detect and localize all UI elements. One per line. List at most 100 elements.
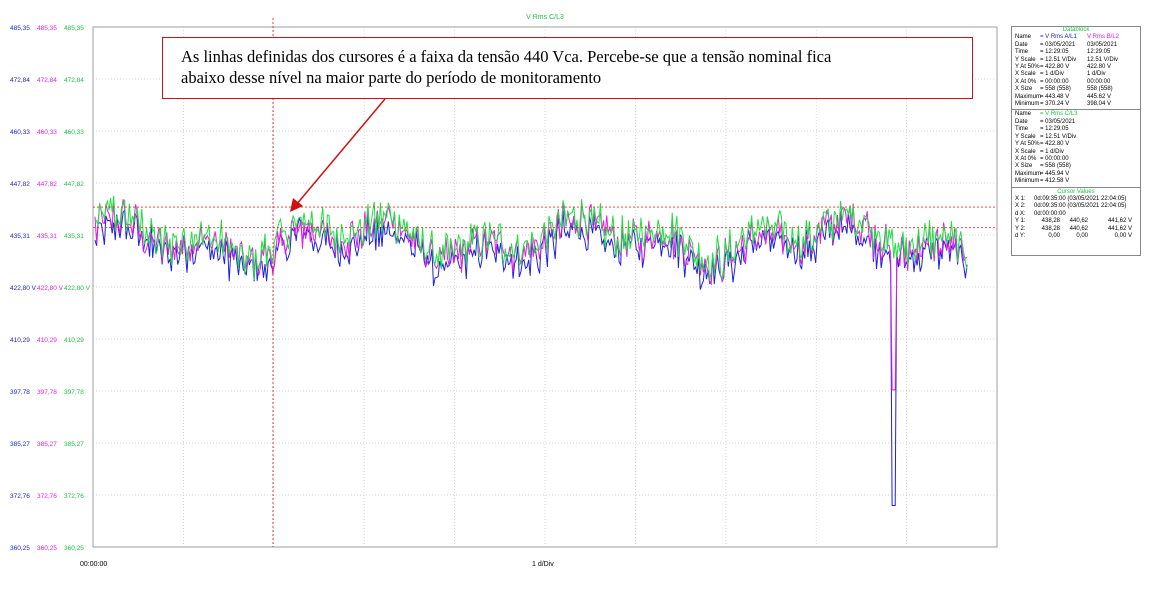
- y-tick-label: 447,82: [37, 181, 57, 188]
- y-tick-label: 485,35: [37, 25, 57, 32]
- y-tick-label: 360,25: [64, 545, 84, 552]
- datablock-row: Minimum = 412.58 V: [1012, 178, 1140, 185]
- datablock-cell: 03/05/2021: [1087, 41, 1118, 48]
- datablock-row: Y At 50% = 422.80 V 422.80 V: [1012, 64, 1140, 71]
- datablock-cell: = 1 d/Div: [1040, 148, 1064, 155]
- datablock-cell: = 558 (558): [1040, 86, 1071, 93]
- datablock-cell: X At 0%: [1015, 78, 1037, 85]
- y-tick-label: 360,25: [37, 545, 57, 552]
- datablock-cell: Y Scale: [1015, 56, 1036, 63]
- datablock-cell: = 12:29:05: [1040, 49, 1069, 56]
- datablock-row: Name = V Rms A/L1 V Rms B/L2: [1012, 34, 1140, 41]
- callout-line-1: As linhas definidas dos cursores é a fai…: [181, 47, 832, 66]
- chart-title: V Rms C/L3: [526, 14, 564, 21]
- y-tick-label: 397,78: [37, 389, 57, 396]
- datablock-panel: Datablock Name = V Rms A/L1 V Rms B/L2 Date…: [1011, 26, 1141, 256]
- datablock-row: Date = 03/05/2021 03/05/2021: [1012, 42, 1140, 49]
- chart-series: [94, 195, 968, 506]
- datablock-cell: = 443.48 V: [1040, 93, 1070, 100]
- datablock-row: X Scale = 1 d/Div 1 d/Div: [1012, 71, 1140, 78]
- datablock-cell: Date: [1015, 118, 1028, 125]
- datablock-cell: Maximum: [1015, 170, 1042, 177]
- y-tick-label: 372,76: [64, 493, 84, 500]
- datablock-cell: = 412.58 V: [1040, 178, 1070, 185]
- y-tick-label: 410,29: [64, 337, 84, 344]
- chart-grid: [92, 26, 998, 548]
- datablock-cell: = 12.51 V/Div: [1040, 56, 1077, 63]
- datablock-row: X At 0% = 00:00:00 00:00:00: [1012, 79, 1140, 86]
- datablock-cell: Time: [1015, 49, 1029, 56]
- y-tick-label: 460,33: [64, 129, 84, 136]
- datablock-cell: = V Rms C/L3: [1040, 111, 1078, 118]
- callout-line-2: abaixo desse nível na maior parte do per…: [181, 68, 602, 87]
- cursor-x1-row: X 1: 0d:09:35:00 (03/05/2021 22:04:05): [1015, 195, 1127, 202]
- y-tick-label: 372,76: [10, 493, 30, 500]
- y-tick-label: 397,78: [10, 389, 30, 396]
- y-axis-labels: 485,35 485,35 485,35 472,84 472,84 472,84 460,…: [10, 25, 91, 552]
- cursor-y2-row: Y 2: 438,28 440,62 441,62 V: [1015, 225, 1132, 232]
- y-tick-label: 460,33: [37, 129, 57, 136]
- datablock-title: Datablock: [1062, 27, 1090, 33]
- datablock-cell: Y At 50%: [1015, 141, 1040, 148]
- datablock-cell: 12:29:05: [1087, 49, 1111, 56]
- datablock-row: Date = 03/05/2021: [1012, 119, 1140, 126]
- series-line: [94, 195, 968, 281]
- datablock-cell: = 422.80 V: [1040, 141, 1070, 148]
- y-tick-label: 435,31: [37, 233, 57, 240]
- datablock-cell: V Rms B/L2: [1087, 34, 1120, 41]
- datablock-cell: = 12.51 V/Div: [1040, 133, 1077, 140]
- y-tick-label: 397,78: [64, 389, 84, 396]
- y-tick-label: 435,31: [10, 233, 30, 240]
- datablock-cell: = 00:00:00: [1040, 155, 1069, 162]
- cursor-divider: [1012, 186, 1140, 188]
- datablock-cell: X Scale: [1015, 71, 1036, 78]
- y-tick-label: 360,25: [10, 545, 30, 552]
- datablock-cell: 398.04 V: [1087, 101, 1112, 108]
- y-tick-label: 422,80 V: [10, 285, 37, 292]
- datablock-cell: 422.80 V: [1087, 64, 1112, 71]
- x-scale-label: 1 d/Div: [532, 561, 554, 568]
- datablock-cell: Time: [1015, 126, 1029, 133]
- annotation-callout: As linhas definidas dos cursores é a fai…: [162, 37, 973, 99]
- datablock-cell: 1 d/Div: [1087, 71, 1106, 78]
- datablock-row: X Size = 558 (558): [1012, 163, 1140, 170]
- datablock-rows-ab: Name = V Rms A/L1 V Rms B/L2 Date = 03/05/20…: [1012, 34, 1140, 108]
- y-tick-label: 385,27: [10, 441, 30, 448]
- cursor-dy-row: d Y: 0,00 0,00 0,00 V: [1015, 232, 1132, 239]
- datablock-cell: X At 0%: [1015, 155, 1037, 162]
- callout-arrow: [295, 98, 386, 206]
- datablock-cell: Name: [1015, 34, 1032, 41]
- y-tick-label: 485,35: [10, 25, 30, 32]
- datablock-cell: = 03/05/2021: [1040, 41, 1076, 48]
- y-tick-label: 422,80 V: [37, 285, 64, 292]
- y-tick-label: 460,33: [10, 129, 30, 136]
- datablock-cell: = 445.94 V: [1040, 170, 1070, 177]
- y-tick-label: 410,29: [10, 337, 30, 344]
- datablock-cell: = 12:29:05: [1040, 126, 1069, 133]
- datablock-divider: [1012, 109, 1140, 111]
- datablock-row: Minimum = 370.24 V 398.04 V: [1012, 101, 1140, 108]
- y-tick-label: 435,31: [64, 233, 84, 240]
- datablock-cell: 12.51 V/Div: [1087, 56, 1119, 63]
- datablock-cell: Y At 50%: [1015, 64, 1040, 71]
- y-tick-label: 385,27: [37, 441, 57, 448]
- datablock-cell: 00:00:00: [1087, 78, 1111, 85]
- datablock-row: X At 0% = 00:00:00: [1012, 156, 1140, 163]
- y-tick-label: 422,80 V: [64, 285, 91, 292]
- datablock-cell: X Size: [1015, 86, 1033, 93]
- datablock-cell: = V Rms A/L1: [1040, 34, 1077, 41]
- datablock-cell: = 1 d/Div: [1040, 71, 1064, 78]
- y-tick-label: 410,29: [37, 337, 57, 344]
- datablock-cell: X Size: [1015, 163, 1033, 170]
- y-tick-label: 447,82: [10, 181, 30, 188]
- x-start-label: 00:00:00: [80, 561, 107, 568]
- datablock-cell: Maximum: [1015, 93, 1042, 100]
- y-tick-label: 472,84: [10, 77, 30, 84]
- cursor-values-title: Cursor Values: [1057, 188, 1095, 195]
- y-tick-label: 485,35: [64, 25, 84, 32]
- datablock-cell: X Scale: [1015, 148, 1036, 155]
- datablock-rows-c: Name = V Rms C/L3 Date = 03/05/2021 Time = 12…: [1012, 111, 1140, 185]
- y-tick-label: 385,27: [64, 441, 84, 448]
- cursor-lines: [93, 18, 997, 547]
